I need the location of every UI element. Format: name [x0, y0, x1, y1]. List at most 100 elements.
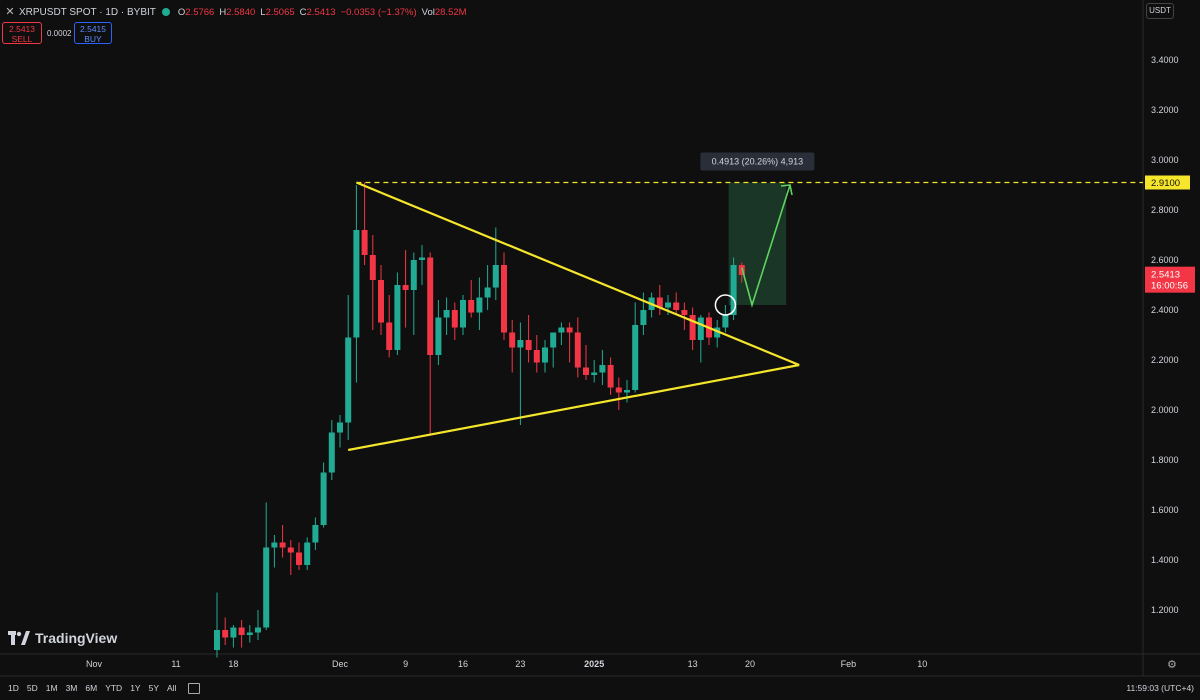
- y-tick-label: 3.4000: [1151, 55, 1179, 65]
- candle-body: [624, 390, 630, 393]
- x-tick-label: Nov: [86, 659, 103, 669]
- x-tick-label: 13: [688, 659, 698, 669]
- y-tick-label: 2.8000: [1151, 205, 1179, 215]
- candle-body: [279, 542, 286, 548]
- candle-body: [296, 552, 302, 565]
- candle-body: [681, 310, 688, 315]
- timeframe-button-5y[interactable]: 5Y: [148, 683, 159, 693]
- high-value: 2.5840: [226, 6, 256, 18]
- volume-label: Vol: [421, 6, 435, 18]
- spread-value: 0.0002: [47, 29, 72, 38]
- timeframe-button-6m[interactable]: 6M: [85, 683, 98, 693]
- candle-body: [386, 322, 393, 350]
- candle-body: [468, 300, 475, 313]
- y-tick-label: 1.2000: [1151, 605, 1179, 615]
- timeframe-button-3m[interactable]: 3M: [65, 683, 78, 693]
- candle-body: [722, 315, 729, 328]
- calendar-icon[interactable]: [188, 682, 201, 694]
- low-value: 2.5065: [265, 6, 295, 18]
- candle-body: [378, 280, 384, 323]
- currency-selector[interactable]: USDT: [1146, 3, 1174, 19]
- x-tick-label: 23: [515, 659, 525, 669]
- candle-body: [574, 332, 581, 368]
- candle-body: [255, 627, 261, 633]
- triangle-lower-line: [347, 363, 800, 452]
- candle-body: [435, 317, 442, 355]
- timeframe-button-5d[interactable]: 5D: [26, 683, 38, 693]
- y-tick-label: 1.6000: [1151, 505, 1179, 515]
- x-tick-label: Dec: [332, 659, 349, 669]
- candle-body: [369, 255, 376, 280]
- candle-body: [410, 260, 417, 290]
- sell-button[interactable]: 2.5413 SELL: [2, 22, 42, 44]
- x-tick-label: 11: [171, 659, 180, 669]
- x-tick-label: 2025: [584, 659, 604, 669]
- symbol-header: ✕ XRPUSDT SPOT · 1D · BYBIT O2.5766 H2.5…: [4, 4, 467, 20]
- target-price-label: 2.9100: [1151, 178, 1180, 189]
- timeframe-button-1y[interactable]: 1Y: [130, 683, 141, 693]
- x-tick-label: 9: [403, 659, 408, 669]
- candle-body: [730, 265, 737, 315]
- candle-body: [640, 310, 647, 325]
- symbol-title[interactable]: XRPUSDT SPOT · 1D · BYBIT: [19, 6, 156, 18]
- settings-icon[interactable]: ⚙: [1167, 659, 1177, 671]
- y-tick-label: 2.0000: [1151, 405, 1179, 415]
- x-tick-label: 18: [228, 659, 238, 669]
- open-label: O: [177, 6, 186, 18]
- candle-body: [550, 332, 557, 348]
- last-price-tag: [1145, 266, 1195, 293]
- timeframe-button-ytd[interactable]: YTD: [105, 683, 123, 693]
- candle-body: [583, 367, 589, 375]
- status-dot-icon: [161, 8, 170, 16]
- candle-body: [591, 372, 598, 375]
- candle-body: [320, 472, 327, 525]
- y-tick-label: 1.4000: [1151, 555, 1179, 565]
- candle-body: [419, 257, 425, 260]
- clock-display[interactable]: 11:59:03 (UTC+4): [1126, 683, 1194, 693]
- candle-body: [353, 230, 360, 338]
- buy-button[interactable]: 2.5415 BUY: [74, 22, 112, 44]
- candle-body: [443, 310, 450, 318]
- candle-body: [451, 310, 458, 328]
- low-label: L: [260, 6, 266, 18]
- timeframe-button-all[interactable]: All: [167, 683, 177, 693]
- symbol-icon[interactable]: ✕: [5, 6, 15, 18]
- y-tick-label: 2.2000: [1151, 355, 1179, 365]
- candle-body: [287, 547, 294, 553]
- candle-body: [476, 297, 483, 313]
- x-tick-label: Feb: [841, 659, 857, 669]
- candle-body: [599, 365, 606, 373]
- candle-body: [665, 302, 671, 308]
- timeframe-button-1m[interactable]: 1M: [45, 683, 58, 693]
- candle-body: [214, 630, 220, 650]
- volume-value: 28.52M: [434, 6, 467, 18]
- sell-label: SELL: [11, 34, 33, 44]
- candle-body: [263, 547, 270, 628]
- tradingview-logo[interactable]: TradingView: [8, 630, 117, 646]
- candle-body: [501, 265, 507, 333]
- candle-body: [714, 327, 721, 338]
- candle-body: [304, 542, 311, 565]
- timeframe-button-1d[interactable]: 1D: [8, 683, 19, 693]
- measure-tooltip: [700, 152, 815, 171]
- candle-body: [697, 317, 704, 340]
- buy-label: BUY: [84, 34, 102, 44]
- candle-body: [607, 365, 614, 388]
- candle-body: [517, 340, 524, 348]
- candle-body: [615, 387, 622, 393]
- candle-body: [484, 287, 491, 298]
- candle-body: [673, 302, 680, 310]
- countdown-label: 16:00:56: [1151, 281, 1188, 292]
- y-tick-label: 1.8000: [1151, 455, 1179, 465]
- y-tick-label: 2.4000: [1151, 305, 1179, 315]
- candle-body: [271, 542, 278, 548]
- candle-body: [312, 525, 319, 543]
- change-value: −0.0353 (−1.37%): [340, 6, 417, 18]
- y-tick-label: 3.0000: [1151, 155, 1179, 165]
- ohlc-legend: O2.5766 H2.5840 L2.5065 C2.5413 −0.0353 …: [178, 7, 467, 18]
- candle-body: [509, 332, 516, 348]
- x-tick-label: 10: [917, 659, 927, 669]
- x-tick-label: 20: [745, 659, 755, 669]
- y-tick-label: 3.2000: [1151, 105, 1179, 115]
